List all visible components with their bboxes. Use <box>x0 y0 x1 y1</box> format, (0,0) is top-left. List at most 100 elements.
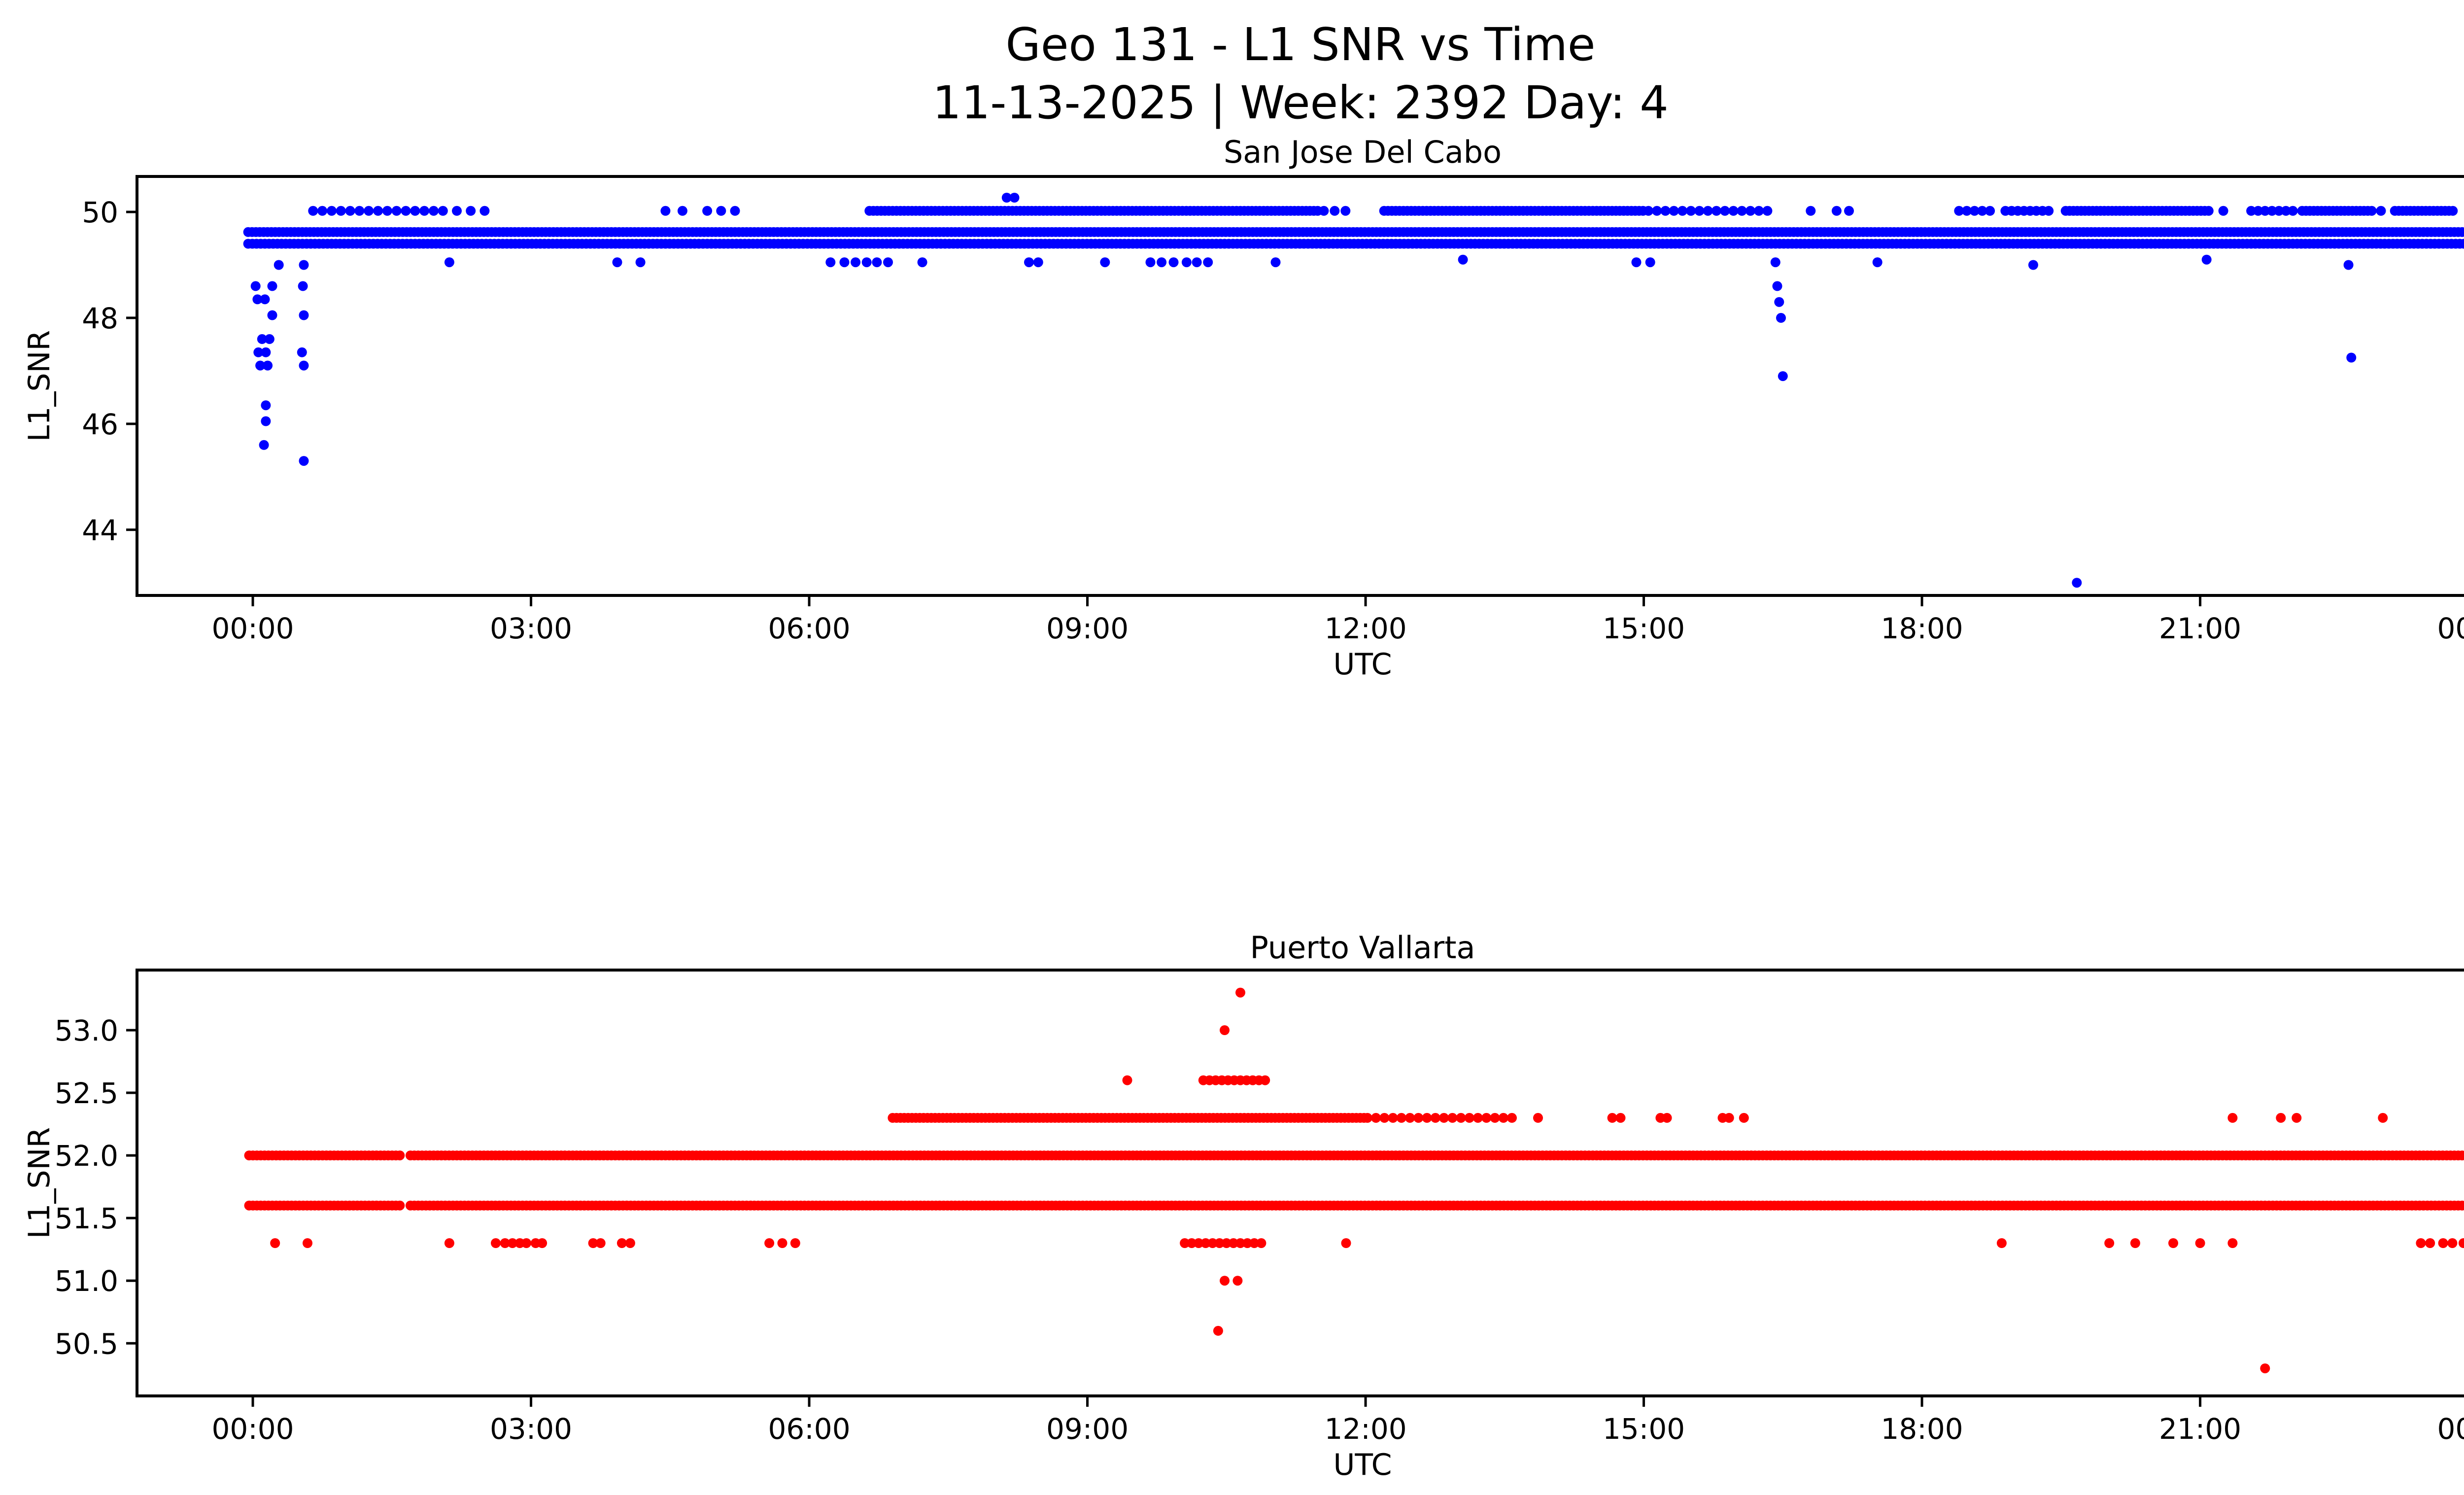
top-x-axis-label: UTC <box>1334 647 1392 682</box>
data-point <box>1985 206 1995 216</box>
data-point <box>1473 1113 1483 1123</box>
data-point <box>2459 1238 2464 1248</box>
data-point <box>1413 1113 1424 1123</box>
data-point <box>1669 206 1679 216</box>
data-point <box>1220 1025 1230 1035</box>
y-tick-label: 51.0 <box>55 1264 118 1298</box>
data-point <box>2072 578 2082 588</box>
y-tick-label: 50.5 <box>55 1327 118 1360</box>
data-point <box>1214 1238 1225 1248</box>
data-point <box>364 206 374 216</box>
data-point <box>1703 206 1713 216</box>
data-point <box>1033 257 1043 268</box>
data-point <box>500 1238 510 1248</box>
data-point <box>1458 254 1468 265</box>
data-point <box>1235 987 1245 998</box>
data-point <box>1737 206 1747 216</box>
data-point <box>872 257 882 268</box>
data-point <box>1122 1075 1132 1085</box>
figure-title-line1: Geo 131 - L1 SNR vs Time <box>1006 18 1596 71</box>
data-point <box>401 206 411 216</box>
data-point <box>1220 1276 1230 1286</box>
data-point <box>883 257 893 268</box>
data-point <box>1100 257 1110 268</box>
data-point <box>1235 1238 1245 1248</box>
data-point <box>297 347 307 357</box>
data-point <box>861 257 872 268</box>
data-point <box>1396 1113 1406 1123</box>
data-point <box>2461 227 2464 237</box>
y-tick-label: 48 <box>82 302 118 335</box>
data-point <box>1187 1238 1197 1248</box>
data-point <box>1001 193 1012 203</box>
data-point <box>730 206 740 216</box>
data-point <box>2292 1113 2302 1123</box>
data-point <box>1213 1325 1223 1336</box>
x-tick-label: 00:00 <box>2437 1412 2464 1446</box>
data-point <box>336 206 346 216</box>
data-point <box>1157 257 1167 268</box>
y-tick-label: 52.5 <box>55 1077 118 1110</box>
data-point <box>2246 206 2257 216</box>
y-tick-label: 53.0 <box>55 1014 118 1047</box>
data-point <box>1341 1238 1351 1248</box>
data-point <box>261 400 271 411</box>
data-point <box>1996 1238 2007 1248</box>
data-point <box>521 1238 532 1248</box>
data-point <box>1507 1113 1517 1123</box>
data-point <box>1181 257 1192 268</box>
data-point <box>616 1238 627 1248</box>
data-point <box>444 257 454 268</box>
x-tick-label: 00:00 <box>2437 612 2464 645</box>
data-point <box>764 1238 775 1248</box>
x-tick-label: 21:00 <box>2159 1412 2241 1446</box>
data-point <box>395 1200 405 1211</box>
data-point <box>270 1238 280 1248</box>
data-point <box>2343 260 2354 270</box>
data-point <box>260 294 270 305</box>
data-point <box>2376 206 2386 216</box>
x-tick-label: 00:00 <box>211 612 294 645</box>
data-point <box>2201 254 2212 265</box>
data-point <box>298 281 308 291</box>
data-point <box>2267 206 2277 216</box>
data-point <box>354 206 365 216</box>
data-point <box>1009 193 1020 203</box>
data-point <box>252 294 263 305</box>
y-tick-label: 51.5 <box>55 1202 118 1235</box>
data-point <box>1340 206 1351 216</box>
data-point <box>917 257 927 268</box>
data-point <box>255 360 266 371</box>
data-point <box>1872 257 1882 268</box>
data-point <box>839 257 850 268</box>
data-point <box>395 1150 405 1161</box>
data-point <box>452 206 462 216</box>
data-point <box>1249 1238 1260 1248</box>
data-point <box>1242 1238 1253 1248</box>
data-point <box>1652 206 1662 216</box>
data-point <box>677 206 687 216</box>
data-point <box>419 206 430 216</box>
data-point <box>257 334 267 344</box>
data-point <box>2378 1113 2388 1123</box>
data-point <box>1662 1113 1672 1123</box>
x-tick-label: 00:00 <box>211 1412 294 1446</box>
data-point <box>588 1238 598 1248</box>
data-point <box>2425 1238 2435 1248</box>
data-point <box>1422 1113 1432 1123</box>
data-point <box>391 206 402 216</box>
x-tick-label: 03:00 <box>490 1412 572 1446</box>
data-point <box>1631 257 1642 268</box>
data-point <box>2288 206 2298 216</box>
x-tick-label: 12:00 <box>1324 1412 1406 1446</box>
data-point <box>1643 206 1653 216</box>
data-point <box>303 1238 312 1248</box>
data-point <box>2130 1238 2140 1248</box>
data-point <box>1379 1113 1390 1123</box>
data-point <box>1200 1238 1211 1248</box>
data-point <box>299 310 309 320</box>
data-point <box>1439 1113 1449 1123</box>
data-point <box>2044 206 2054 216</box>
data-point <box>2459 239 2464 249</box>
data-point <box>1232 1276 1243 1286</box>
